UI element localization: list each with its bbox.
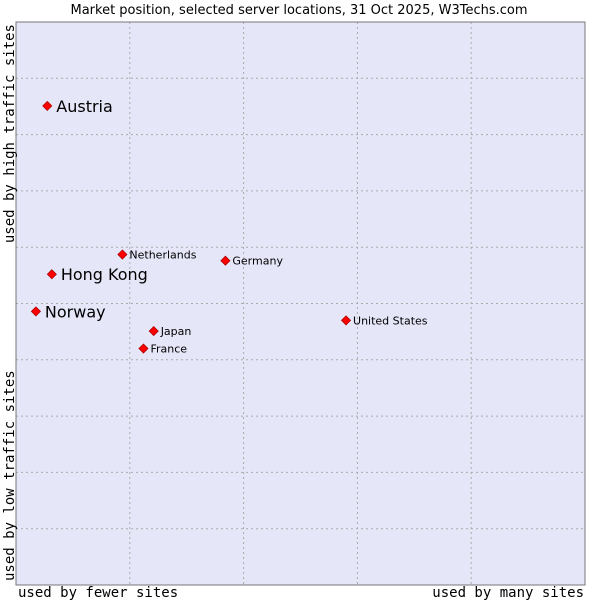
point-label: Hong Kong: [61, 265, 148, 284]
plot-area: [16, 22, 585, 585]
point-label: Germany: [232, 255, 283, 268]
plot-border: [15, 21, 586, 586]
data-point: Germany: [220, 255, 283, 268]
point-label: Netherlands: [129, 249, 196, 262]
y-axis-label-bottom: used by low traffic sites: [2, 370, 18, 581]
point-label: Japan: [160, 325, 192, 338]
point-marker: [148, 326, 159, 337]
data-point: Norway: [30, 302, 106, 321]
point-label: France: [150, 343, 187, 356]
data-point: Austria: [42, 97, 113, 116]
chart-title: Market position, selected server locatio…: [70, 3, 527, 18]
x-axis-label-left: used by fewer sites: [18, 585, 178, 600]
data-point: Netherlands: [117, 249, 197, 262]
data-points: Austria Hong Kong Norway Netherlands Germany…: [30, 97, 428, 356]
point-label: Norway: [45, 302, 106, 321]
data-point: Hong Kong: [46, 265, 148, 284]
x-axis-label-right: used by many sites: [432, 585, 584, 600]
point-marker: [138, 343, 149, 354]
point-label: Austria: [56, 97, 113, 116]
y-axis-label-top: used by high traffic sites: [2, 24, 18, 243]
data-point: France: [138, 343, 187, 356]
point-label: United States: [353, 314, 428, 327]
point-marker: [117, 249, 128, 260]
data-point: United States: [340, 314, 428, 327]
point-marker: [42, 100, 53, 111]
point-marker: [220, 255, 231, 266]
point-marker: [30, 306, 41, 317]
grid-lines: [16, 22, 585, 585]
point-marker: [46, 269, 57, 280]
point-marker: [340, 315, 352, 326]
data-point: Japan: [148, 325, 192, 338]
